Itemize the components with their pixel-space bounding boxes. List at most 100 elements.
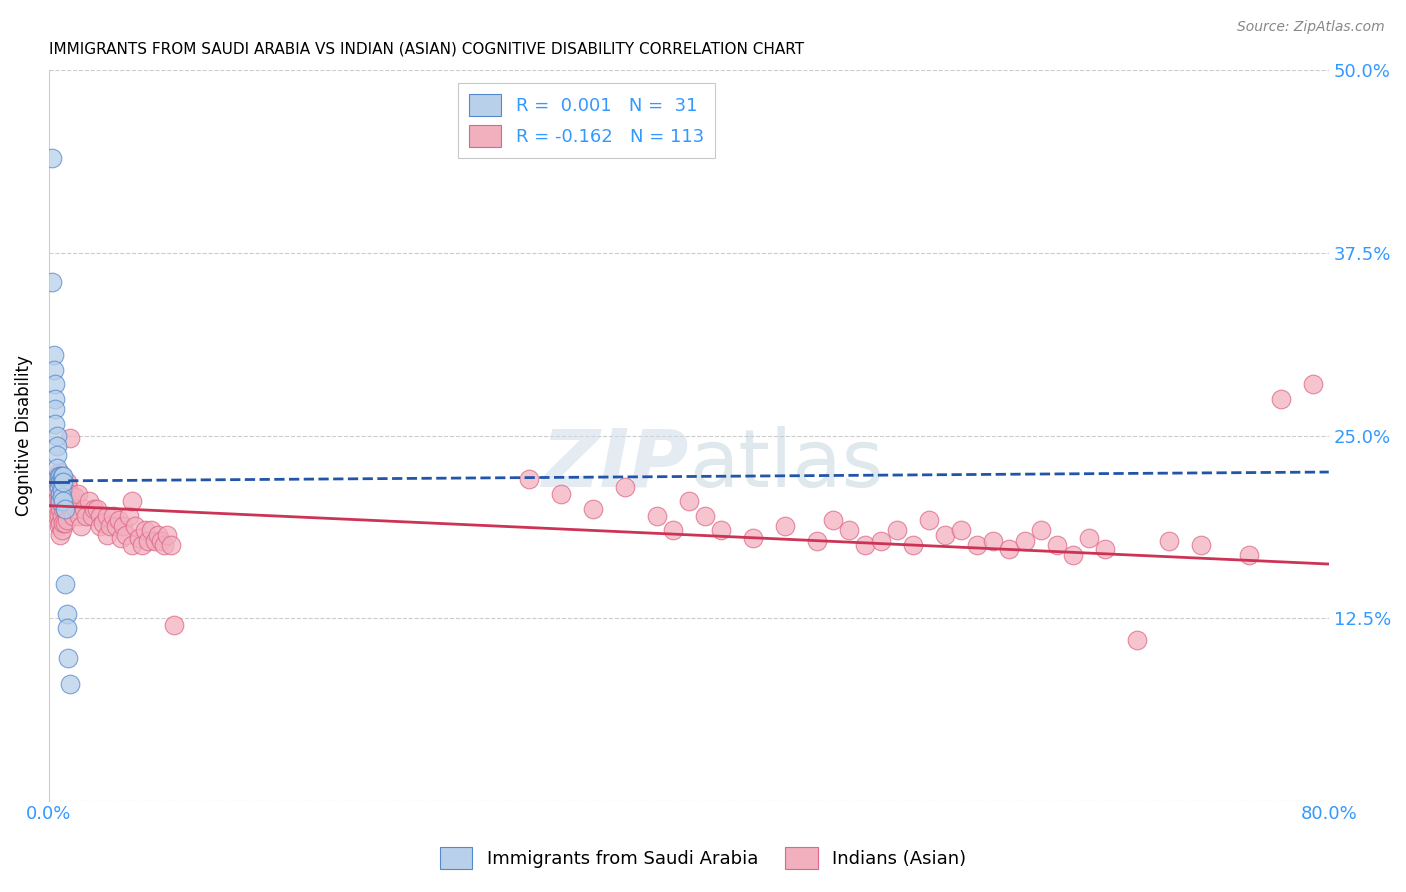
Point bbox=[1014, 533, 1036, 548]
Point bbox=[1029, 524, 1052, 538]
Point bbox=[517, 472, 540, 486]
Point bbox=[77, 494, 100, 508]
Point bbox=[55, 607, 77, 621]
Point bbox=[51, 494, 73, 508]
Point bbox=[66, 487, 89, 501]
Point bbox=[46, 448, 69, 462]
Point bbox=[42, 475, 65, 490]
Point bbox=[108, 513, 131, 527]
Point bbox=[121, 494, 143, 508]
Point bbox=[118, 508, 141, 523]
Point bbox=[49, 469, 72, 483]
Text: atlas: atlas bbox=[689, 425, 883, 504]
Point bbox=[1077, 531, 1099, 545]
Point bbox=[48, 469, 70, 483]
Point bbox=[149, 533, 172, 548]
Point bbox=[56, 494, 79, 508]
Point bbox=[1062, 549, 1084, 563]
Point bbox=[710, 524, 733, 538]
Point bbox=[59, 432, 82, 446]
Text: IMMIGRANTS FROM SAUDI ARABIA VS INDIAN (ASIAN) COGNITIVE DISABILITY CORRELATION : IMMIGRANTS FROM SAUDI ARABIA VS INDIAN (… bbox=[49, 42, 804, 57]
Point bbox=[53, 516, 76, 530]
Point bbox=[52, 469, 75, 483]
Point bbox=[51, 524, 73, 538]
Point bbox=[121, 538, 143, 552]
Point bbox=[51, 469, 73, 483]
Point bbox=[49, 494, 72, 508]
Point bbox=[52, 480, 75, 494]
Point bbox=[41, 151, 63, 165]
Point bbox=[48, 508, 70, 523]
Point bbox=[44, 402, 66, 417]
Point bbox=[124, 519, 146, 533]
Point bbox=[53, 501, 76, 516]
Point bbox=[56, 650, 79, 665]
Point bbox=[55, 475, 77, 490]
Point bbox=[1126, 632, 1149, 647]
Point bbox=[821, 513, 844, 527]
Point bbox=[96, 528, 118, 542]
Point bbox=[46, 460, 69, 475]
Point bbox=[51, 475, 73, 490]
Point bbox=[96, 508, 118, 523]
Point bbox=[146, 528, 169, 542]
Point bbox=[110, 531, 132, 545]
Point bbox=[59, 677, 82, 691]
Point bbox=[48, 465, 70, 479]
Point bbox=[55, 513, 77, 527]
Point bbox=[73, 501, 96, 516]
Point bbox=[111, 519, 134, 533]
Point bbox=[63, 490, 86, 504]
Point bbox=[65, 501, 87, 516]
Text: ZIP: ZIP bbox=[541, 425, 689, 504]
Point bbox=[56, 480, 79, 494]
Point bbox=[53, 501, 76, 516]
Point bbox=[934, 528, 956, 542]
Point bbox=[53, 483, 76, 498]
Point bbox=[1189, 538, 1212, 552]
Point bbox=[70, 519, 93, 533]
Point bbox=[46, 494, 69, 508]
Point bbox=[48, 480, 70, 494]
Point bbox=[998, 542, 1021, 557]
Point bbox=[693, 508, 716, 523]
Legend: R =  0.001   N =  31, R = -0.162   N = 113: R = 0.001 N = 31, R = -0.162 N = 113 bbox=[458, 83, 714, 158]
Point bbox=[41, 275, 63, 289]
Point bbox=[131, 538, 153, 552]
Point bbox=[163, 618, 186, 632]
Point bbox=[44, 480, 66, 494]
Point bbox=[48, 494, 70, 508]
Point bbox=[83, 501, 105, 516]
Point bbox=[159, 538, 181, 552]
Point bbox=[582, 501, 605, 516]
Point bbox=[48, 480, 70, 494]
Point bbox=[1046, 538, 1069, 552]
Point bbox=[51, 475, 73, 490]
Point bbox=[678, 494, 700, 508]
Point bbox=[49, 487, 72, 501]
Point bbox=[114, 528, 136, 542]
Point bbox=[838, 524, 860, 538]
Point bbox=[42, 487, 65, 501]
Point bbox=[101, 508, 124, 523]
Point bbox=[53, 577, 76, 591]
Point bbox=[949, 524, 972, 538]
Point bbox=[49, 475, 72, 490]
Point bbox=[886, 524, 908, 538]
Point bbox=[853, 538, 876, 552]
Point bbox=[141, 524, 163, 538]
Point bbox=[49, 528, 72, 542]
Y-axis label: Cognitive Disability: Cognitive Disability bbox=[15, 355, 32, 516]
Point bbox=[153, 538, 176, 552]
Legend: Immigrants from Saudi Arabia, Indians (Asian): Immigrants from Saudi Arabia, Indians (A… bbox=[430, 838, 976, 879]
Point bbox=[93, 516, 115, 530]
Point bbox=[59, 487, 82, 501]
Point bbox=[44, 501, 66, 516]
Point bbox=[52, 516, 75, 530]
Point bbox=[1157, 533, 1180, 548]
Point bbox=[75, 508, 97, 523]
Point bbox=[42, 363, 65, 377]
Point bbox=[82, 508, 104, 523]
Point bbox=[49, 516, 72, 530]
Point bbox=[55, 494, 77, 508]
